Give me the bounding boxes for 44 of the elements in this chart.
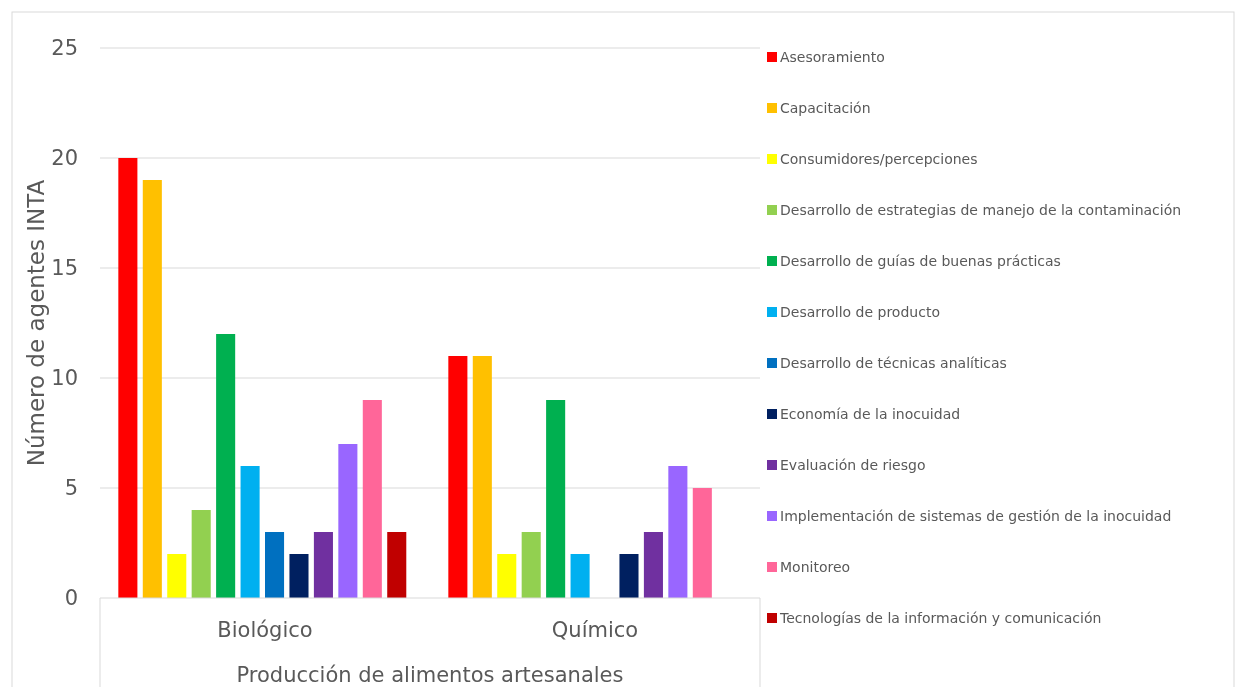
y-tick-label: 15 [51, 256, 78, 281]
bar [167, 554, 187, 598]
legend-label: Consumidores/percepciones [780, 150, 978, 167]
y-axis-title: Número de agentes INTA [23, 179, 49, 467]
bar [338, 444, 358, 598]
bar [289, 554, 309, 598]
bar [387, 532, 407, 598]
bar [216, 334, 236, 598]
bar [643, 532, 663, 598]
legend-label: Desarrollo de guías de buenas prácticas [780, 252, 1061, 269]
bar [472, 356, 492, 598]
bar [521, 532, 541, 598]
y-tick-label: 5 [64, 476, 78, 501]
bar [118, 158, 138, 598]
bar [240, 466, 260, 598]
y-tick-label: 25 [51, 36, 78, 61]
legend-label: Monitoreo [780, 558, 851, 575]
bar [448, 356, 468, 598]
bar [570, 554, 590, 598]
bar [191, 510, 211, 598]
legend-label: Implementación de sistemas de gestión de la inocuidad [780, 507, 1172, 524]
legend-label: Tecnologías de la información y comunicación [779, 609, 1102, 626]
bar [142, 180, 162, 598]
bar [668, 466, 688, 598]
bar [546, 400, 566, 598]
legend-label: Economía de la inocuidad [780, 405, 961, 422]
y-tick-label: 10 [51, 366, 78, 391]
x-tick-label: Químico [551, 618, 639, 642]
bar [619, 554, 639, 598]
legend-label: Asesoramiento [780, 48, 885, 65]
legend-label: Desarrollo de técnicas analíticas [780, 354, 1007, 371]
bar [692, 488, 712, 598]
legend-label: Evaluación de riesgo [780, 456, 926, 473]
legend-label: Capacitación [780, 99, 871, 116]
bar [313, 532, 333, 598]
legend-label: Desarrollo de estrategias de manejo de la contaminación [780, 201, 1182, 218]
legend-label: Desarrollo de producto [780, 303, 940, 320]
y-tick-label: 20 [51, 146, 78, 171]
bar [265, 532, 285, 598]
x-axis-title: Producción de alimentos artesanales [236, 663, 624, 687]
y-tick-label: 0 [64, 586, 78, 611]
bar [362, 400, 382, 598]
x-tick-label: Biológico [217, 618, 313, 642]
bar [497, 554, 517, 598]
